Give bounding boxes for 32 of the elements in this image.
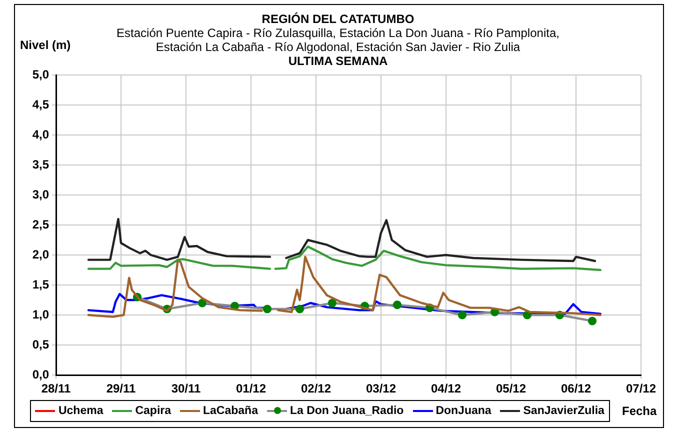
x-tick-label: 06/12 [560, 382, 592, 396]
x-tick-label: 07/12 [626, 382, 656, 396]
y-tick-label: 4,5 [32, 97, 50, 112]
x-tick-label: 30/11 [171, 382, 202, 396]
y-tick-label: 3,5 [32, 157, 50, 172]
y-tick-label: 2,5 [32, 217, 50, 232]
y-tick-label: 0,5 [32, 337, 50, 352]
legend-label: Capira [135, 405, 172, 417]
y-tick-label: 0,0 [32, 367, 50, 382]
y-tick-label: 1,0 [32, 307, 50, 322]
x-tick-label: 04/12 [430, 382, 462, 396]
chart-subtitle: Estación Puente Capira - Río Zulasquilla, Estación La Don Juana - Río Pamplonita, Estación La Cabaña - Río Algodonal, Estación San Javier - Rio Zulia [116, 26, 560, 54]
legend-label: DonJuana [436, 405, 492, 417]
x-tick-label: 05/12 [496, 382, 526, 396]
legend-label: Uchema [58, 405, 104, 417]
y-tick-label: 3,0 [32, 187, 50, 202]
y-tick-label: 2,0 [32, 247, 50, 262]
chart-title: REGIÓN DEL CATATUMBO [260, 12, 416, 26]
x-tick-label: 01/12 [236, 382, 266, 396]
legend-label: LaCabaña [203, 405, 258, 417]
y-axis-title: Nivel (m) [20, 38, 71, 52]
x-axis-title: Fecha [622, 404, 657, 418]
x-tick-label: 28/11 [41, 382, 72, 396]
y-tick-label: 5,0 [32, 67, 50, 82]
y-tick-label: 4,0 [32, 127, 50, 142]
x-tick-label: 02/12 [300, 382, 332, 396]
y-tick-label: 1,5 [32, 277, 50, 292]
legend-label: SanJavierZulia [523, 405, 604, 417]
x-tick-label: 29/11 [106, 382, 136, 396]
x-tick-label: 03/12 [366, 382, 396, 396]
legend-label: La Don Juana_Radio [290, 405, 404, 417]
text: ULTIMA SEMANA [287, 54, 389, 68]
